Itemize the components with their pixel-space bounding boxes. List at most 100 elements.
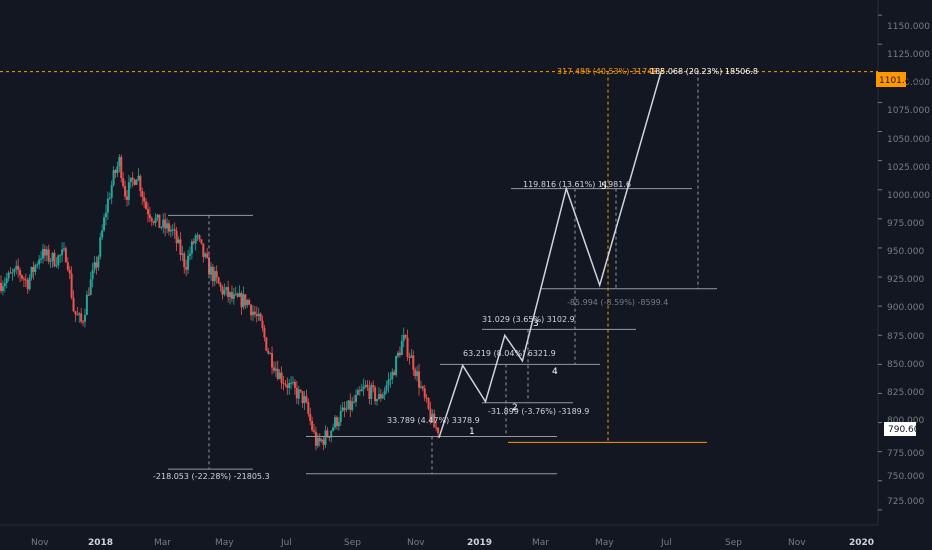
candle-body [402,334,405,341]
candle-body [307,402,310,414]
candle-body [103,217,106,231]
candle-body [17,265,20,271]
candle-body [59,255,62,257]
candle-body [274,368,277,371]
target-price-badge [876,72,906,87]
candle-body [292,381,295,383]
candle-body [431,413,434,422]
candle-body [38,259,41,265]
candle-body [53,252,56,267]
candle-body [397,352,400,357]
candle-body [242,294,245,308]
candle-body [404,334,407,338]
candle-body [301,391,304,404]
candle-body [104,212,107,218]
candle-body [251,311,254,316]
candle-body [177,239,180,244]
candle-body [269,353,272,355]
candle-body [206,253,209,258]
candle-body [271,353,274,368]
wave-label-1: 1 [469,427,475,437]
candle-body [229,292,232,297]
candle-body [353,401,356,403]
candle-body [122,178,125,187]
candle-body [364,384,367,387]
candle-body [125,196,128,200]
wave-label-5: 5 [601,182,607,192]
candle-body [398,352,401,356]
candle-body [164,219,167,229]
candle-body [435,427,438,429]
candle-body [427,398,430,409]
candle-body [11,272,14,274]
y-tick-label: 1150.000 [887,22,930,32]
y-tick-label: 775.000 [887,449,924,459]
candle-body [332,427,335,431]
candle-body [20,275,23,279]
candle-body [145,201,148,210]
candle-body [358,390,361,392]
candle-body [347,400,350,409]
candle-body [213,271,216,282]
candle-body [114,170,117,173]
candle-body [324,430,327,445]
candle-body [297,389,300,399]
candle-body [360,389,363,392]
candle-body [194,235,197,244]
candle-body [284,383,287,385]
candle-body [320,439,323,442]
x-axis: Nov 2018 Mar May Jul Sep Nov 2019 Mar Ma… [31,538,874,548]
candle-body [158,214,161,228]
candle-body [272,367,275,371]
candle-body [0,282,2,292]
candle-body [160,227,163,229]
y-tick-label: 1025.000 [887,163,930,173]
label-w4b: -85.994 (-8.59%) -8599.4 [567,298,668,307]
candle-body [379,394,382,399]
candle-body [335,417,338,427]
candle-body [148,214,151,219]
annotation-lines [0,71,878,475]
y-tick-label: 1125.000 [887,50,930,60]
candle-body [30,266,33,278]
candle-body [173,229,176,231]
candle-body [209,266,212,275]
candle-body [192,241,195,244]
candle-body [171,229,174,231]
candle-body [26,279,29,290]
y-tick-label: 825.000 [887,388,924,398]
candle-body [150,218,153,222]
x-tick-label: Sep [344,538,361,548]
candle-body [433,413,436,428]
candle-body [196,235,199,237]
candle-body [236,293,239,297]
candle-body [41,248,44,259]
candle-body [406,337,409,358]
candle-body [137,175,140,180]
candle-body [334,417,337,428]
candle-body [219,283,222,287]
last-price-label: 790.600 [888,425,925,435]
candle-body [5,278,8,284]
candle-body [80,313,83,322]
candle-body [82,321,85,323]
y-tick-label: 900.000 [887,303,924,313]
candle-body [421,386,424,389]
wave-label-3: 3 [533,319,539,329]
candle-body [339,411,342,422]
candle-body [106,198,109,213]
x-tick-label: Jul [280,538,292,548]
candle-body [19,270,22,276]
candle-body [234,293,237,295]
elliott-wave-projection [438,71,662,438]
candle-body [185,267,188,270]
candle-body [49,261,52,263]
candle-body [89,279,92,296]
y-tick-label: 925.000 [887,275,924,285]
candle-body [299,389,302,392]
candle-body [263,328,266,338]
candle-body [311,420,314,431]
candle-body [40,258,43,260]
